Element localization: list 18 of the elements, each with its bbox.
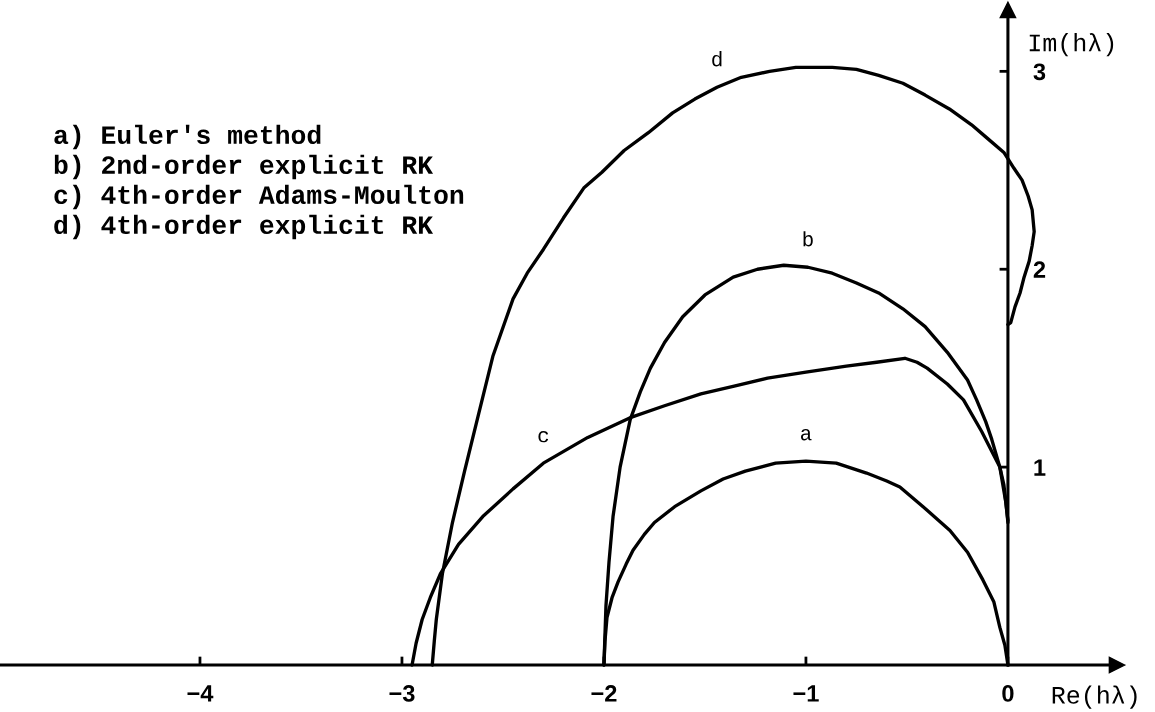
series-label: c [538,430,549,443]
x-tick-label: 0 [1002,685,1014,702]
series-label: d [712,51,722,67]
annotation: a) Euler's method [54,124,321,150]
y-tick-label: 2 [1033,261,1046,278]
annotation: d) 4th-order explicit RK [54,214,434,240]
series-label: a [800,428,812,441]
x-axis-title: Re(hλ) [1052,685,1137,709]
annotation: b) 2nd-order explicit RK [54,154,434,180]
annotation: c) 4th-order Adams-Moulton [54,184,464,210]
x-tick-label: −2 [591,685,617,702]
x-tick-label: −4 [187,685,214,702]
x-tick-label: −1 [793,685,819,702]
x-tick-label: −3 [389,685,415,702]
y-tick-label: 3 [1033,63,1046,81]
y-tick-label: 1 [1034,459,1046,476]
series-label: b [803,231,813,247]
y-axis-title: Im(hλ) [1029,33,1114,57]
